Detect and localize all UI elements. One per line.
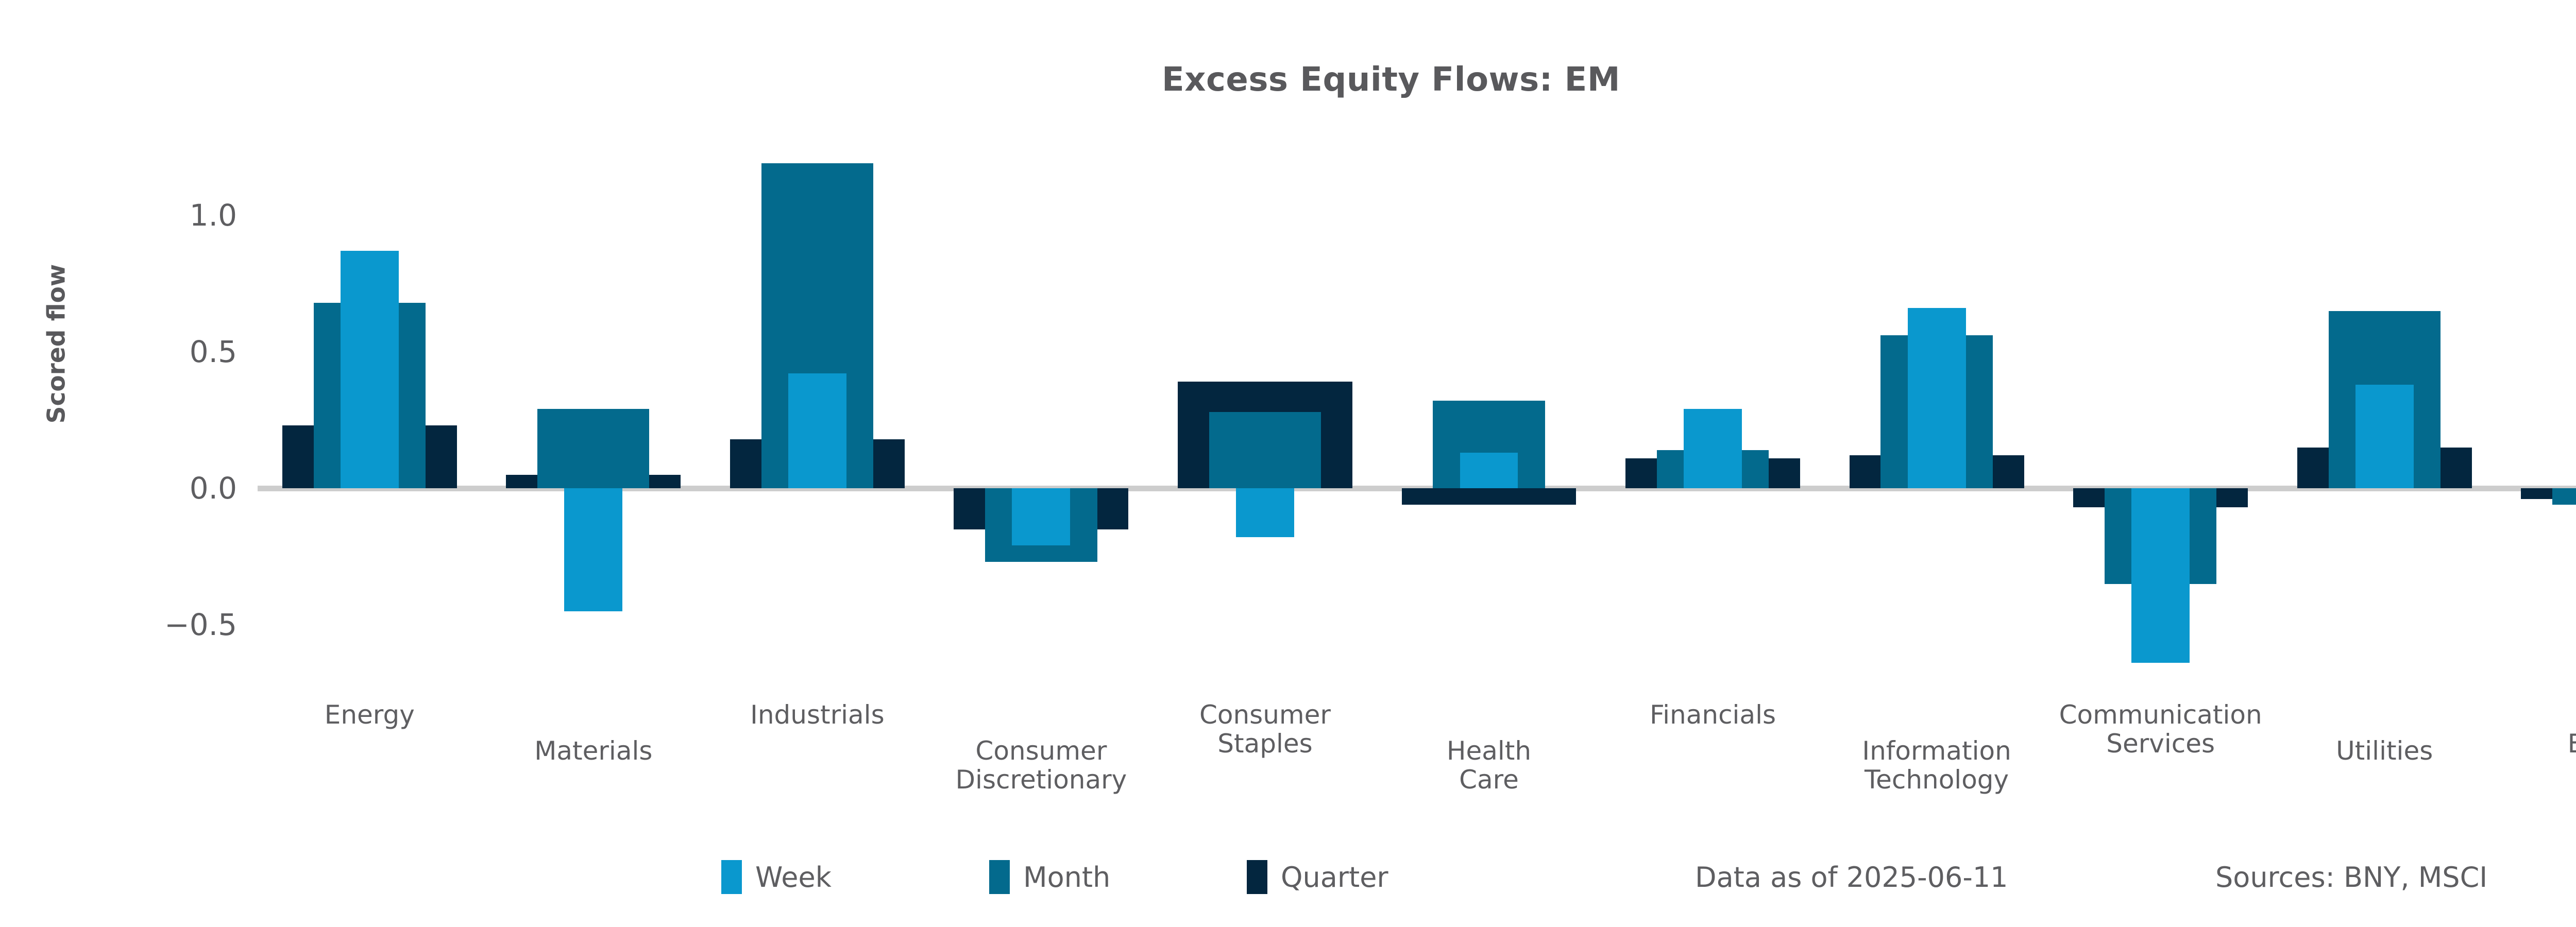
x-tick-label: Information Technology <box>1862 736 2011 795</box>
bar-week[interactable] <box>2131 488 2190 663</box>
bar-month[interactable] <box>1209 411 1321 488</box>
bar-group <box>929 0 1154 772</box>
bar-month[interactable] <box>2552 488 2576 505</box>
x-tick-label: RealEstate <box>2567 729 2576 759</box>
legend-item-week[interactable]: Week <box>721 859 832 895</box>
y-tick-label: 0.0 <box>189 471 237 506</box>
y-axis-title: Scored flow <box>42 264 71 424</box>
bar-group <box>2496 0 2576 772</box>
y-tick-label: 0.5 <box>189 334 237 369</box>
legend-swatch-icon <box>1247 860 1267 894</box>
bar-group <box>258 0 482 772</box>
x-tick-label: Communication Services <box>2059 700 2262 759</box>
bar-group <box>2273 0 2497 772</box>
bar-month[interactable] <box>537 409 650 488</box>
bar-group <box>2048 0 2273 772</box>
y-tick-label: 1.0 <box>189 198 237 233</box>
legend-item-month[interactable]: Month <box>989 859 1110 895</box>
legend-swatch-icon <box>989 860 1010 894</box>
y-tick-label: −0.5 <box>164 607 237 642</box>
chart-title: Excess Equity Flows: EM <box>1161 61 1621 99</box>
x-tick-label: Consumer Staples <box>1199 700 1331 759</box>
bar-week[interactable] <box>564 488 623 611</box>
x-tick-label: Health Care <box>1446 736 1532 795</box>
bar-group <box>1601 0 1825 772</box>
x-tick-label: Materials <box>534 736 653 766</box>
legend-swatch-icon <box>721 860 742 894</box>
bar-group <box>482 0 706 772</box>
plot-area <box>258 0 2576 927</box>
x-tick-label: Financials <box>1650 700 1776 730</box>
data-as-of-note: Data as of 2025-06-11 <box>1695 861 2008 894</box>
bar-week[interactable] <box>2355 384 2414 488</box>
bar-week[interactable] <box>1012 488 1071 546</box>
bar-week[interactable] <box>1907 308 1966 488</box>
x-tick-label: Consumer Discretionary <box>955 736 1127 795</box>
bar-week[interactable] <box>788 373 846 488</box>
bar-quarter[interactable] <box>1401 488 1577 505</box>
bar-week[interactable] <box>340 250 399 488</box>
chart-legend: Week Month Quarter Data as of 2025-06-11 Sou… <box>0 859 2576 905</box>
bar-week[interactable] <box>1684 409 1742 488</box>
legend-label: Month <box>1023 861 1111 894</box>
legend-label: Week <box>755 861 832 894</box>
x-tick-label: Energy <box>324 700 415 730</box>
bar-week[interactable] <box>1235 488 1294 538</box>
x-tick-label: Industrials <box>750 700 885 730</box>
y-axis-tick-labels: 1.0 0.5 0.0 −0.5 <box>72 0 237 927</box>
legend-label: Quarter <box>1281 861 1388 894</box>
x-tick-label: Utilities <box>2336 736 2433 766</box>
bar-group <box>1377 0 1601 772</box>
legend-item-quarter[interactable]: Quarter <box>1247 859 1388 895</box>
bar-group <box>705 0 929 772</box>
bar-group <box>1825 0 2049 772</box>
bar-group <box>1153 0 1377 772</box>
sources-note: Sources: BNY, MSCI <box>2215 861 2488 894</box>
bar-week[interactable] <box>1460 453 1518 488</box>
